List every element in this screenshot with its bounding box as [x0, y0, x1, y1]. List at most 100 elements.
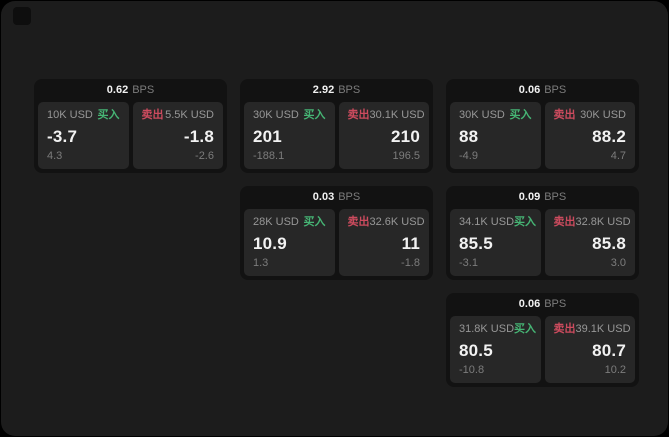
sell-price-value: 11	[401, 233, 420, 253]
buy-amount-label: 10K USD	[47, 109, 93, 121]
sell-panel-header: 卖出 32.6K USD	[347, 216, 425, 228]
buy-panel-header: 30K USD 买入	[459, 110, 532, 121]
buy-delta-value: -10.8	[459, 364, 485, 376]
sell-quote-panel[interactable]: 卖出 32.6K USD 11 -1.8	[338, 209, 429, 276]
buy-panel-header: 28K USD 买入	[253, 217, 326, 228]
buy-amount-label: 28K USD	[253, 216, 299, 228]
buy-quote-panel[interactable]: 10K USD 买入 -3.7 4.3	[38, 102, 129, 169]
sell-delta-value: 10.2	[604, 364, 626, 376]
buy-amount-label: 31.8K USD	[459, 323, 515, 335]
bps-unit-label: BPS	[544, 298, 567, 310]
bps-unit-label: BPS	[544, 191, 567, 203]
buy-quote-panel[interactable]: 30K USD 买入 201 -188.1	[244, 102, 335, 169]
sell-action-button[interactable]: 卖出	[553, 323, 576, 335]
sell-delta-value: 3.0	[610, 257, 626, 269]
buy-quote-panel[interactable]: 34.1K USD 买入 85.5 -3.1	[450, 209, 541, 276]
quote-card: 0.06 BPS 31.8K USD 买入 80.5 -10.8 卖出 39.1…	[446, 293, 639, 387]
bps-value: 2.92	[312, 84, 335, 96]
quote-card-body: 10K USD 买入 -3.7 4.3 卖出 5.5K USD -1.8 -2.…	[34, 102, 227, 173]
sell-amount-label: 30K USD	[580, 109, 626, 121]
sell-quote-panel[interactable]: 卖出 5.5K USD -1.8 -2.6	[132, 102, 223, 169]
sell-delta-value: 196.5	[392, 150, 420, 162]
buy-panel-header: 30K USD 买入	[253, 110, 326, 121]
sell-panel-header: 卖出 39.1K USD	[553, 323, 631, 335]
buy-panel-header: 34.1K USD 买入	[459, 216, 536, 228]
sell-action-button[interactable]: 卖出	[347, 109, 370, 121]
quote-card: 0.03 BPS 28K USD 买入 10.9 1.3 卖出 32.6K US…	[240, 186, 433, 280]
bps-unit-label: BPS	[544, 84, 567, 96]
quote-card-body: 34.1K USD 买入 85.5 -3.1 卖出 32.8K USD 85.8…	[446, 209, 639, 280]
buy-action-button[interactable]: 买入	[303, 216, 326, 228]
buy-quote-panel[interactable]: 31.8K USD 买入 80.5 -10.8	[450, 316, 541, 383]
quote-cards-grid: 0.62 BPS 10K USD 买入 -3.7 4.3 卖出 5.5K USD…	[34, 79, 639, 387]
buy-action-button[interactable]: 买入	[514, 216, 537, 228]
sell-delta-value: 4.7	[610, 150, 626, 162]
sell-quote-panel[interactable]: 卖出 30K USD 88.2 4.7	[544, 102, 635, 169]
sell-quote-panel[interactable]: 卖出 30.1K USD 210 196.5	[338, 102, 429, 169]
buy-quote-panel[interactable]: 30K USD 买入 88 -4.9	[450, 102, 541, 169]
buy-action-button[interactable]: 买入	[514, 323, 537, 335]
buy-action-button[interactable]: 买入	[509, 109, 532, 121]
sell-quote-panel[interactable]: 卖出 39.1K USD 80.7 10.2	[544, 316, 635, 383]
buy-panel-header: 10K USD 买入	[47, 110, 120, 121]
bps-header: 0.03 BPS	[240, 186, 433, 209]
sell-action-button[interactable]: 卖出	[347, 216, 370, 228]
buy-action-button[interactable]: 买入	[303, 109, 326, 121]
quote-card-body: 28K USD 买入 10.9 1.3 卖出 32.6K USD 11 -1.8	[240, 209, 433, 280]
sell-price-value: 80.7	[592, 340, 626, 360]
sell-action-button[interactable]: 卖出	[553, 109, 576, 121]
bps-unit-label: BPS	[338, 84, 361, 96]
buy-price-value: 80.5	[459, 340, 493, 360]
sell-panel-header: 卖出 30.1K USD	[347, 109, 425, 121]
sell-delta-value: -2.6	[195, 150, 214, 162]
bps-unit-label: BPS	[132, 84, 155, 96]
bps-unit-label: BPS	[338, 191, 361, 203]
sell-amount-label: 30.1K USD	[369, 109, 425, 121]
buy-action-button[interactable]: 买入	[97, 109, 120, 121]
sell-panel-header: 卖出 30K USD	[554, 110, 627, 121]
buy-price-value: 10.9	[253, 233, 287, 253]
buy-quote-panel[interactable]: 28K USD 买入 10.9 1.3	[244, 209, 335, 276]
bps-value: 0.06	[518, 298, 541, 310]
sell-price-value: 85.8	[592, 233, 626, 253]
sell-action-button[interactable]: 卖出	[553, 216, 576, 228]
sell-price-value: -1.8	[183, 126, 214, 146]
quote-card: 0.06 BPS 30K USD 买入 88 -4.9 卖出 30K USD 8…	[446, 79, 639, 173]
sell-amount-label: 5.5K USD	[165, 109, 214, 121]
buy-delta-value: -188.1	[253, 150, 285, 162]
bps-header: 2.92 BPS	[240, 79, 433, 102]
buy-delta-value: -3.1	[459, 257, 478, 269]
app-corner-icon	[13, 7, 31, 25]
bps-value: 0.06	[518, 84, 541, 96]
bps-value: 0.09	[518, 191, 541, 203]
sell-amount-label: 32.6K USD	[369, 216, 425, 228]
buy-price-value: 85.5	[459, 233, 493, 253]
buy-amount-label: 30K USD	[253, 109, 299, 121]
sell-action-button[interactable]: 卖出	[141, 109, 164, 121]
buy-price-value: 88	[459, 126, 479, 146]
sell-quote-panel[interactable]: 卖出 32.8K USD 85.8 3.0	[544, 209, 635, 276]
bps-header: 0.09 BPS	[446, 186, 639, 209]
buy-delta-value: 4.3	[47, 150, 63, 162]
bps-header: 0.06 BPS	[446, 79, 639, 102]
sell-amount-label: 39.1K USD	[575, 323, 631, 335]
buy-amount-label: 30K USD	[459, 109, 505, 121]
buy-price-value: 201	[253, 126, 282, 146]
quote-card-body: 30K USD 买入 88 -4.9 卖出 30K USD 88.2 4.7	[446, 102, 639, 173]
quote-card-body: 30K USD 买入 201 -188.1 卖出 30.1K USD 210 1…	[240, 102, 433, 173]
quote-card: 0.62 BPS 10K USD 买入 -3.7 4.3 卖出 5.5K USD…	[34, 79, 227, 173]
quote-card: 2.92 BPS 30K USD 买入 201 -188.1 卖出 30.1K …	[240, 79, 433, 173]
quote-card-body: 31.8K USD 买入 80.5 -10.8 卖出 39.1K USD 80.…	[446, 316, 639, 387]
buy-panel-header: 31.8K USD 买入	[459, 323, 536, 335]
buy-amount-label: 34.1K USD	[459, 216, 515, 228]
bps-header: 0.62 BPS	[34, 79, 227, 102]
sell-panel-header: 卖出 5.5K USD	[142, 110, 215, 121]
buy-price-value: -3.7	[47, 126, 78, 146]
sell-delta-value: -1.8	[401, 257, 420, 269]
sell-amount-label: 32.8K USD	[575, 216, 631, 228]
sell-panel-header: 卖出 32.8K USD	[553, 216, 631, 228]
buy-delta-value: 1.3	[253, 257, 269, 269]
quote-card: 0.09 BPS 34.1K USD 买入 85.5 -3.1 卖出 32.8K…	[446, 186, 639, 280]
bps-header: 0.06 BPS	[446, 293, 639, 316]
